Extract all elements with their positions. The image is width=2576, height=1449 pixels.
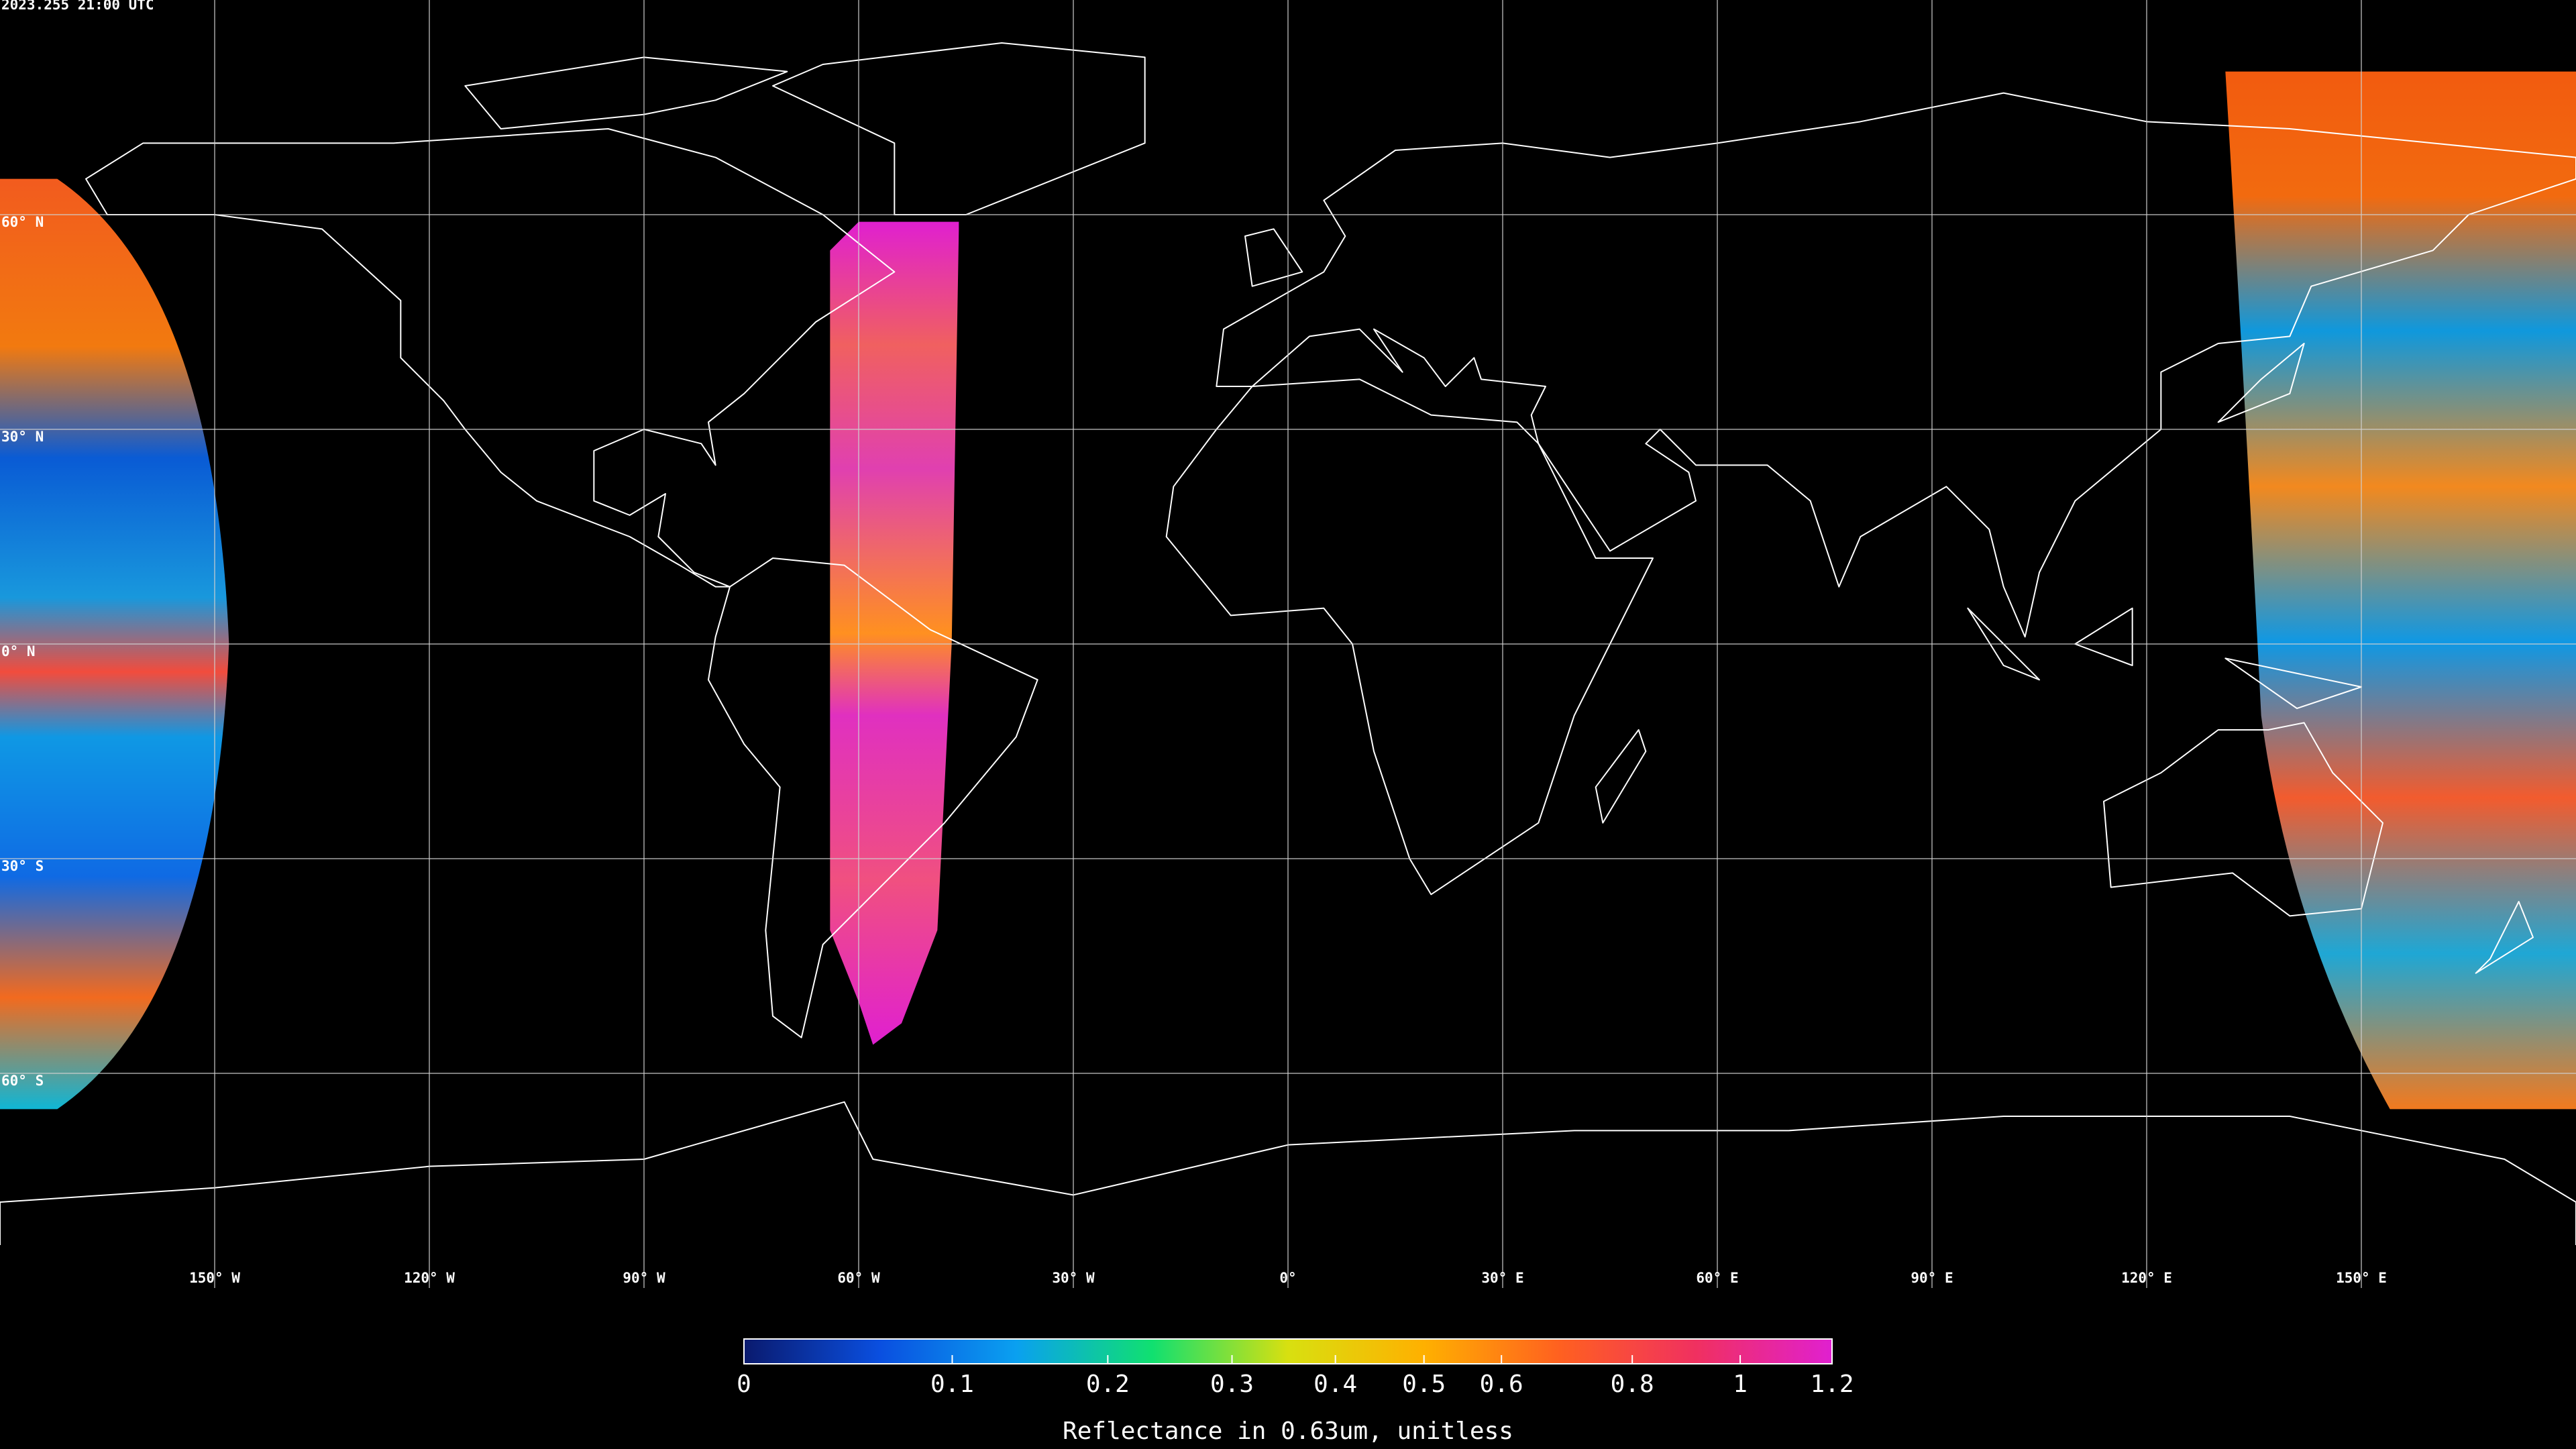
longitude-label: 0° bbox=[1279, 1270, 1296, 1286]
longitude-label: 30° W bbox=[1052, 1270, 1095, 1286]
coastline bbox=[465, 57, 787, 129]
coastline bbox=[708, 558, 1038, 1038]
colorbar-tick-label: 0.6 bbox=[1480, 1371, 1523, 1398]
satellite-swath-east bbox=[2225, 71, 2576, 1110]
coastline bbox=[773, 43, 1145, 215]
colorbar-tick-label: 1 bbox=[1733, 1371, 1748, 1398]
timestamp: 2023.255 21:00 UTC bbox=[1, 0, 154, 13]
colorbar-tick-label: 0.8 bbox=[1611, 1371, 1654, 1398]
latitude-label: 0° N bbox=[1, 643, 36, 659]
latitude-label: 60° N bbox=[1, 214, 44, 230]
colorbar-tick-label: 0.4 bbox=[1313, 1371, 1357, 1398]
longitude-label: 60° W bbox=[837, 1270, 880, 1286]
colorbar-tick-label: 0 bbox=[737, 1371, 751, 1398]
longitude-label: 150° W bbox=[189, 1270, 240, 1286]
longitude-label: 120° E bbox=[2121, 1270, 2172, 1286]
longitude-label: 150° E bbox=[2336, 1270, 2387, 1286]
coastline bbox=[1245, 229, 2361, 822]
colorbar-label: Reflectance in 0.63um, unitless bbox=[1063, 1417, 1513, 1445]
latitude-label: 60° S bbox=[1, 1073, 44, 1089]
colorbar-tick-label: 0.3 bbox=[1210, 1371, 1254, 1398]
longitude-label: 60° E bbox=[1696, 1270, 1738, 1286]
coastline bbox=[0, 1102, 2576, 1245]
longitude-label: 90° W bbox=[623, 1270, 665, 1286]
colorbar bbox=[743, 1338, 1833, 1364]
colorbar-tick-label: 0.1 bbox=[930, 1371, 974, 1398]
latitude-label: 30° N bbox=[1, 429, 44, 445]
coastline bbox=[1216, 93, 2576, 637]
colorbar-tick-label: 0.2 bbox=[1086, 1371, 1130, 1398]
colorbar-tick-label: 1.2 bbox=[1810, 1371, 1854, 1398]
coastline bbox=[2104, 722, 2533, 973]
longitude-label: 30° E bbox=[1481, 1270, 1523, 1286]
map-layer bbox=[0, 43, 2576, 1245]
satellite-swath-middle bbox=[830, 221, 959, 1045]
latitude-label: 30° S bbox=[1, 858, 44, 874]
coastline bbox=[1167, 379, 1653, 894]
longitude-label: 90° E bbox=[1911, 1270, 1953, 1286]
colorbar-tick-label: 0.5 bbox=[1402, 1371, 1446, 1398]
longitude-label: 120° W bbox=[404, 1270, 455, 1286]
